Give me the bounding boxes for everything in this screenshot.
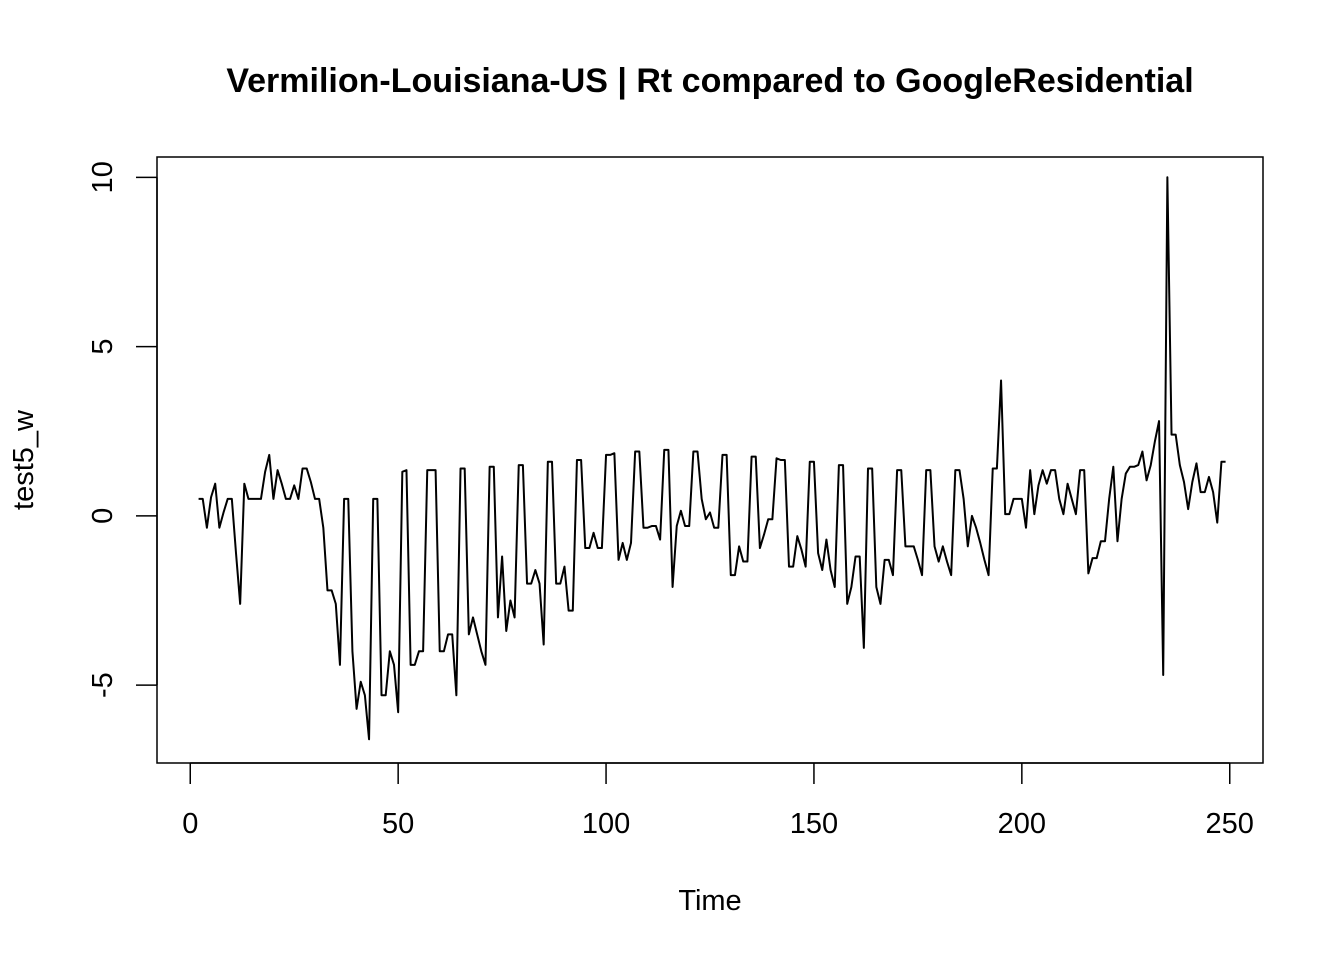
y-axis-label: test5_w <box>8 409 40 510</box>
x-tick-label: 200 <box>998 808 1046 840</box>
x-axis-label: Time <box>678 885 741 917</box>
y-tick-label: 5 <box>87 339 119 355</box>
chart-title: Vermilion-Louisiana-US | Rt compared to … <box>226 62 1193 100</box>
x-tick-label: 150 <box>790 808 838 840</box>
y-tick-label: 10 <box>87 161 119 193</box>
x-tick-label: 50 <box>382 808 414 840</box>
y-tick-label: 0 <box>87 508 119 524</box>
y-tick-label: -5 <box>87 672 119 698</box>
x-tick-label: 0 <box>182 808 198 840</box>
x-tick-label: 250 <box>1206 808 1254 840</box>
x-tick-label: 100 <box>582 808 630 840</box>
